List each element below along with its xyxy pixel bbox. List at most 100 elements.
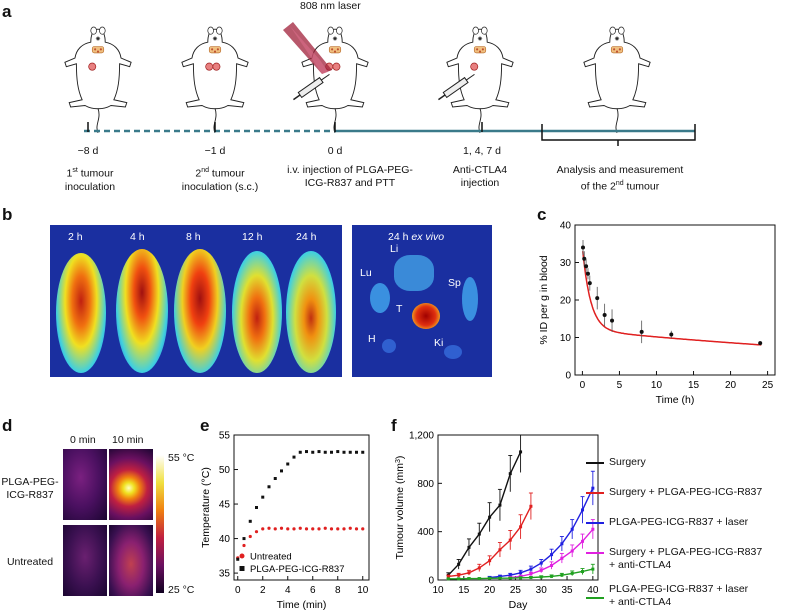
data-point: [581, 539, 585, 543]
organ-label-lung: Lu: [360, 267, 372, 279]
data-point: [529, 504, 533, 508]
data-point: [236, 557, 240, 561]
time-label-4h: 4 h: [130, 231, 145, 243]
data-point: [560, 542, 564, 546]
data-point: [298, 526, 302, 530]
thermal-image-untreated-0min: [63, 525, 107, 596]
data-point: [467, 545, 471, 549]
organ-label-kidney: Ki: [434, 337, 444, 349]
temperature-color-scale: [156, 455, 164, 593]
day-label-minus8: −8 d: [77, 145, 99, 157]
data-point: [498, 548, 502, 552]
day-label-1-4-7: 1, 4, 7 d: [463, 145, 501, 157]
data-point: [595, 296, 600, 301]
panel-label-a: a: [2, 2, 12, 21]
y-axis-label: Temperature (°C): [200, 467, 212, 548]
data-point: [519, 576, 523, 580]
x-tick-label: 0: [580, 380, 586, 391]
legend-marker-plga: [239, 566, 245, 571]
y-axis-label: % ID per g in blood: [538, 255, 550, 344]
data-point: [508, 576, 512, 580]
y-tick-label: 20: [560, 296, 572, 307]
x-tick-label: 35: [561, 585, 573, 596]
legend-swatch-surgery-plga: [586, 492, 604, 494]
data-point: [581, 245, 585, 250]
x-tick-label: 10: [651, 380, 663, 391]
legend-label-plga-laser: PLGA-PEG-ICG-R837 + laser: [609, 516, 749, 528]
y-tick-label: 50: [219, 465, 231, 476]
organ-label-liver: Li: [390, 243, 399, 255]
legend-marker-untreated: [239, 553, 245, 559]
data-point: [560, 573, 564, 577]
data-point: [446, 577, 450, 581]
panel-label-d: d: [2, 416, 13, 435]
legend-label-surgery-plga: Surgery + PLGA-PEG-ICG-R837: [609, 486, 763, 498]
row-label-plga-peg-icg-r837: PLGA-PEG- ICG-R837: [1, 476, 59, 501]
x-tick-label: 25: [762, 380, 774, 391]
x-tick-label: 4: [285, 585, 291, 596]
data-point: [508, 538, 512, 542]
mouse-schematic-illustrations: [64, 22, 696, 146]
organ-label-tumour: T: [396, 303, 403, 315]
data-point: [348, 450, 352, 454]
data-point: [317, 527, 321, 531]
data-point: [329, 527, 334, 531]
data-point: [539, 568, 543, 572]
data-point: [361, 450, 365, 454]
data-point: [582, 256, 587, 261]
data-point: [348, 526, 352, 530]
data-point: [311, 450, 315, 454]
data-point: [585, 271, 590, 276]
y-tick-label: 800: [417, 479, 434, 490]
data-point: [570, 549, 574, 553]
time-label-2h: 2 h: [68, 231, 83, 243]
data-point: [273, 527, 277, 531]
y-tick-label: 0: [428, 576, 434, 587]
y-axis-label: Tumour volume (mm3): [394, 456, 406, 560]
data-point: [539, 575, 543, 579]
data-point: [488, 515, 492, 519]
data-point: [242, 543, 246, 548]
ex-vivo-title: 24 h ex vivo: [388, 231, 445, 243]
time-label-24h: 24 h: [296, 231, 317, 243]
data-point: [498, 503, 502, 507]
data-point: [457, 577, 461, 581]
x-axis-label: Time (h): [656, 394, 695, 406]
data-point: [550, 564, 554, 567]
x-tick-label: 20: [484, 585, 496, 596]
data-point: [342, 450, 346, 454]
data-point: [477, 566, 481, 570]
step-first-tumour-inoculation: 1st tumour inoculation: [64, 167, 116, 193]
data-point: [529, 567, 533, 571]
laser-label: 808 nm laser: [300, 0, 361, 12]
y-tick-label: 35: [219, 569, 231, 580]
data-point: [267, 485, 271, 489]
data-point: [457, 562, 461, 566]
thermal-col-10min: 10 min: [112, 434, 144, 446]
x-tick-label: 10: [432, 585, 444, 596]
data-point: [323, 526, 327, 530]
step-iv-injection-ptt: i.v. injection of PLGA-PEG- ICG-R837 and…: [287, 164, 413, 189]
scale-min-label: 25 °C: [168, 584, 195, 596]
data-point: [267, 526, 271, 530]
x-tick-label: 10: [357, 585, 369, 596]
x-axis-label: Day: [509, 599, 528, 611]
data-point: [498, 574, 502, 578]
thermal-image-untreated-10min: [109, 525, 153, 596]
legend-swatch-surgery: [586, 462, 604, 464]
organ-label-heart: H: [368, 333, 376, 345]
y-tick-label: 10: [560, 333, 572, 344]
legend-swatch-plga-laser: [586, 522, 604, 524]
data-point: [591, 486, 595, 490]
data-point: [591, 567, 595, 571]
data-point: [298, 450, 302, 454]
data-point: [587, 281, 592, 286]
data-point: [560, 556, 564, 560]
data-point: [610, 318, 615, 323]
chart-blood-circulation: 0 5 10 15 20 25 0 10 20 30 40 Time (h) % ID per g in…: [538, 221, 776, 406]
panel-label-c: c: [537, 205, 547, 224]
step-second-tumour-inoculation: 2nd tumour inoculation (s.c.): [181, 167, 259, 193]
data-point: [248, 519, 252, 523]
data-point: [273, 477, 277, 480]
data-point: [311, 527, 315, 531]
